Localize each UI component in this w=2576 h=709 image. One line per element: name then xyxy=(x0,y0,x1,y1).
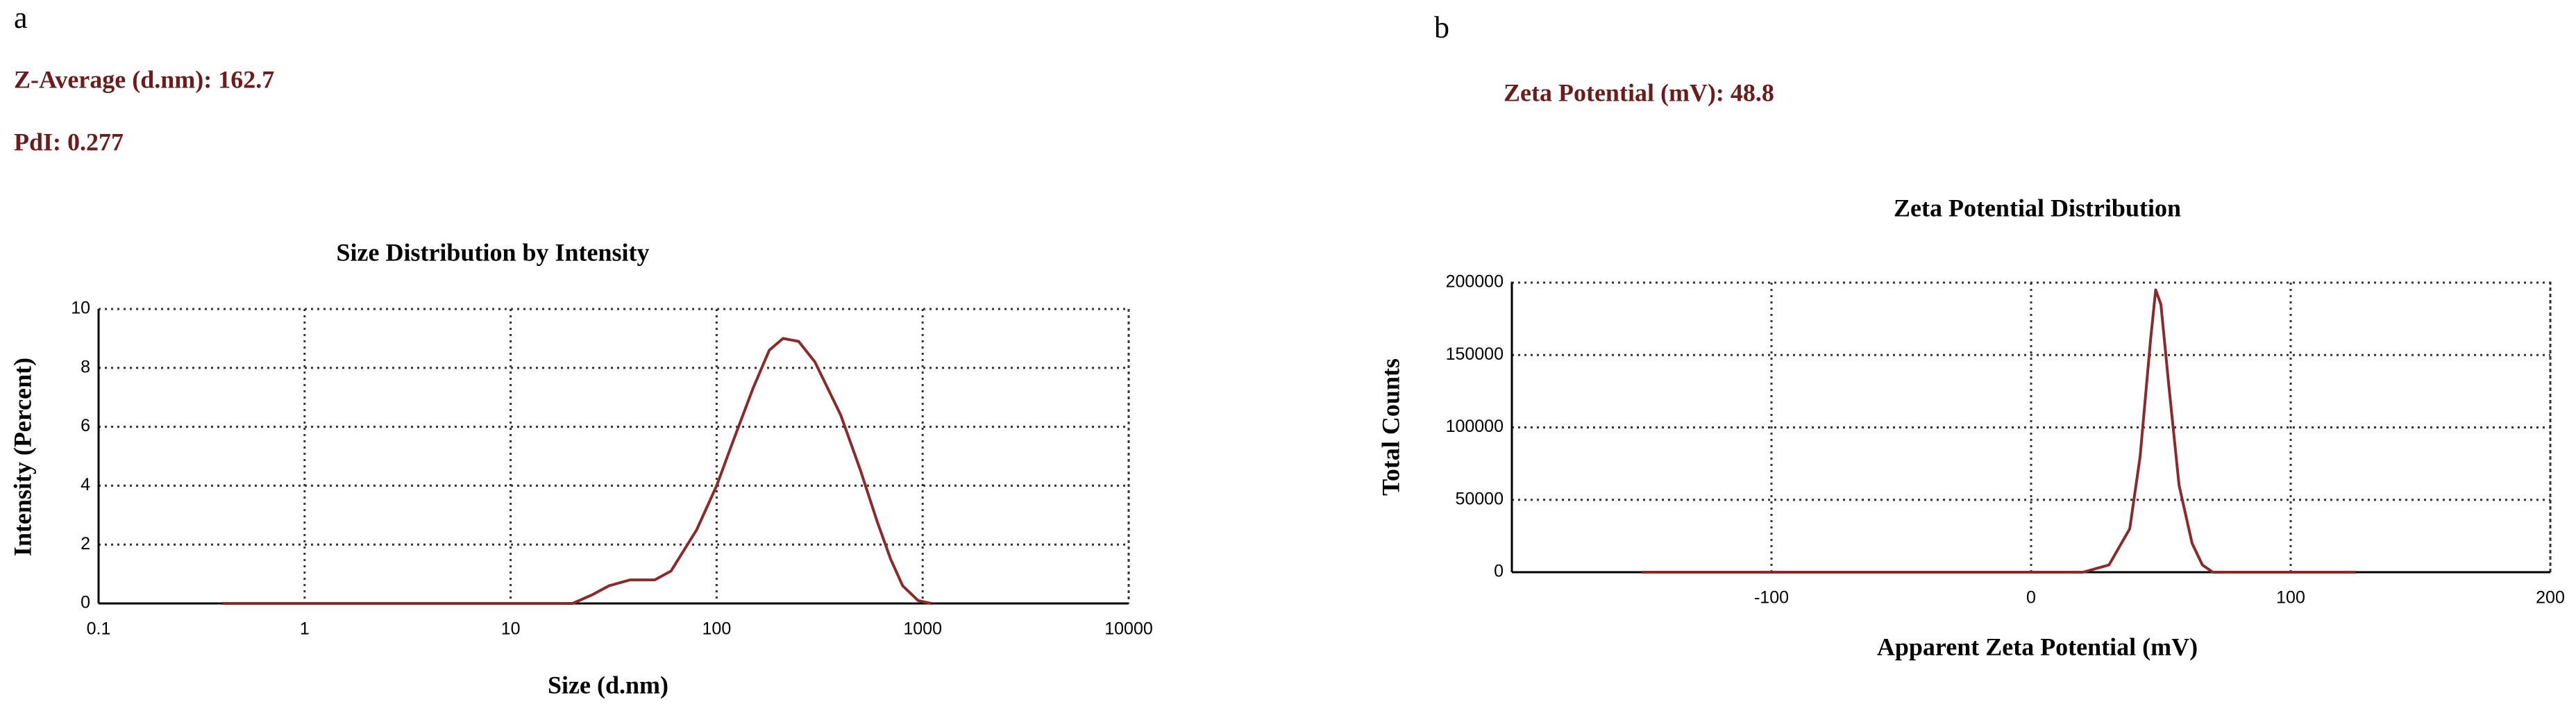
y-tick-label: 2 xyxy=(81,534,90,553)
chart-title: Size Distribution by Intensity xyxy=(336,238,649,266)
panel-label: a xyxy=(14,1,28,35)
y-tick-label: 100000 xyxy=(1446,417,1504,436)
y-tick-label: 10 xyxy=(71,299,90,318)
x-tick-label: 200 xyxy=(2536,588,2565,608)
data-line xyxy=(222,337,932,605)
y-tick-label: 4 xyxy=(81,475,90,494)
x-tick-label: 100 xyxy=(2276,588,2305,608)
x-tick-label: 10 xyxy=(501,619,521,639)
annotation: Zeta Potential (mV): 48.8 xyxy=(1504,78,1774,106)
x-tick-label: 1000 xyxy=(903,619,942,639)
plot-frame xyxy=(97,308,1130,605)
y-tick-label: 8 xyxy=(81,357,90,376)
panel-label: b xyxy=(1434,10,1449,44)
annotation: Z-Average (d.nm): 162.7 xyxy=(14,65,274,93)
y-tick-label: 6 xyxy=(81,416,90,435)
x-tick-label: 0.1 xyxy=(87,619,111,639)
x-tick-label: 100 xyxy=(702,619,732,639)
data-line xyxy=(1642,288,2356,574)
x-tick-label: 10000 xyxy=(1104,619,1153,639)
x-tick-label: -100 xyxy=(1754,588,1789,608)
chart-title: Zeta Potential Distribution xyxy=(1894,194,2181,222)
y-tick-label: 200000 xyxy=(1446,272,1504,292)
x-tick-label: 1 xyxy=(300,619,310,639)
x-tick-label: 0 xyxy=(2026,588,2036,608)
y-axis-label: Intensity (Percent) xyxy=(8,358,36,556)
y-tick-label: 150000 xyxy=(1446,344,1504,364)
y-tick-label: 0 xyxy=(81,593,90,612)
annotation: PdI: 0.277 xyxy=(14,128,124,156)
x-axis-label: Apparent Zeta Potential (mV) xyxy=(1877,633,2198,660)
x-axis-label: Size (d.nm) xyxy=(548,671,668,699)
y-tick-label: 50000 xyxy=(1455,489,1504,508)
y-axis-label: Total Counts xyxy=(1377,358,1404,496)
y-tick-label: 0 xyxy=(1494,562,1504,581)
